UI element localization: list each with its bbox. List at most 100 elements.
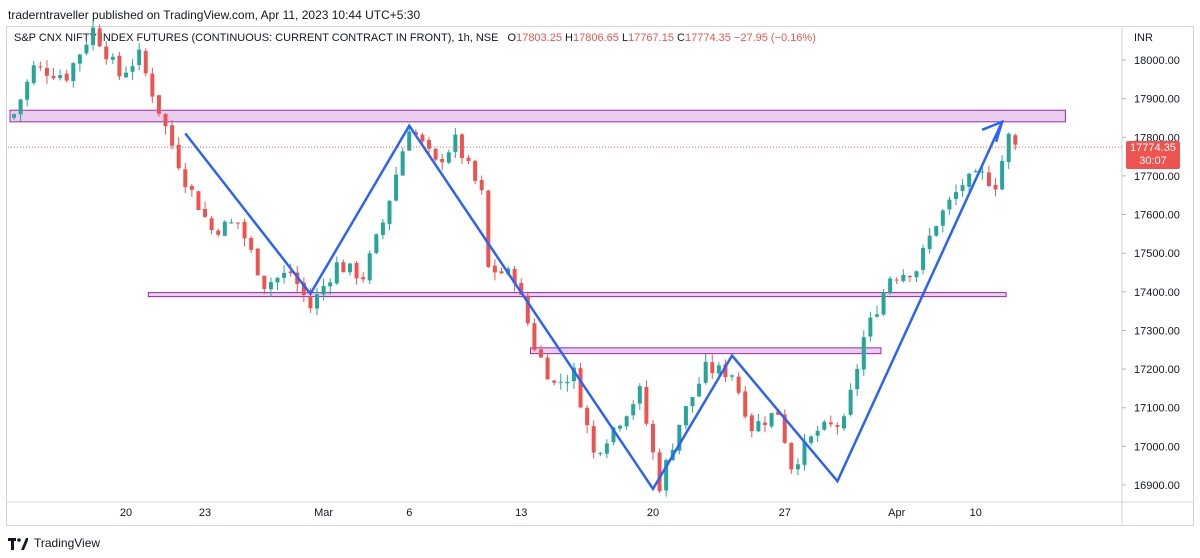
candle-body [683, 406, 688, 426]
candle-body [354, 262, 359, 279]
candle-body [84, 44, 89, 54]
candle-body [578, 368, 583, 408]
header: traderntraveller published on TradingVie… [0, 0, 1200, 28]
candle-body [479, 180, 484, 191]
currency-label: INR [1134, 32, 1153, 44]
candle-body [637, 386, 642, 404]
candle-body [618, 425, 623, 429]
candle-body [117, 55, 122, 77]
y-tick-label: 16900.00 [1134, 480, 1180, 492]
candle-body [874, 314, 879, 317]
candle-body [571, 367, 576, 382]
candle-body [58, 75, 63, 79]
x-tick-label: 27 [779, 507, 791, 519]
x-tick-label: 20 [647, 507, 659, 519]
low-label: L [621, 32, 629, 44]
candle-body [51, 75, 56, 79]
candle-body [420, 134, 425, 142]
y-tick-label: 18000.00 [1134, 55, 1180, 67]
candle-body [110, 56, 115, 60]
candle-body [743, 391, 748, 417]
y-tick-label: 17900.00 [1134, 94, 1180, 106]
candle-body [12, 114, 16, 118]
tradingview-brand[interactable]: TradingView [34, 536, 101, 550]
candle-body [427, 140, 432, 149]
candle-body [914, 271, 919, 278]
candle-body [196, 191, 201, 211]
candle-body [328, 282, 333, 287]
candle-body [130, 66, 135, 72]
candle-body [921, 247, 926, 270]
candle-body [848, 389, 853, 415]
candle-body [842, 416, 847, 429]
candle-body [631, 404, 636, 416]
candle-body [868, 317, 873, 337]
candle-body [64, 73, 69, 81]
candle-body [552, 380, 557, 383]
candle-body [835, 425, 840, 427]
candle-body [301, 282, 306, 295]
candle-body [967, 173, 972, 187]
chart-legend: S&P CNX NIFTY INDEX FUTURES (CONTINUOUS:… [14, 32, 816, 44]
candle-body [585, 407, 590, 426]
candle-body [558, 381, 563, 383]
published-by-text: traderntraveller published on TradingVie… [8, 8, 421, 22]
arrow-head [981, 119, 1005, 143]
candle-body [71, 63, 76, 82]
candle-body [565, 381, 570, 384]
candle-body [341, 262, 346, 273]
candle-body [38, 66, 43, 68]
candle-body [123, 72, 128, 78]
candle-body [268, 282, 273, 290]
candle-body [1000, 160, 1005, 190]
candle-body [407, 131, 412, 151]
candle-body [104, 46, 109, 60]
candle-body [716, 365, 721, 374]
candle-body [677, 424, 682, 451]
candle-body [980, 171, 985, 173]
candle-body [525, 295, 530, 324]
candle-body [282, 272, 287, 278]
change-value: −27.95 (−0.16%) [733, 32, 816, 44]
candle-body [25, 81, 30, 100]
candle-body [986, 172, 991, 187]
candle-body [255, 248, 260, 276]
candle-body [973, 171, 978, 173]
candle-body [703, 361, 708, 383]
y-tick-label: 17500.00 [1134, 248, 1180, 260]
y-tick-label: 17000.00 [1134, 441, 1180, 453]
candle-body [769, 413, 774, 427]
candle-body [170, 125, 175, 146]
candle-body [347, 263, 352, 273]
candle-body [183, 169, 188, 188]
y-tick-label: 17200.00 [1134, 364, 1180, 376]
candle-body [657, 452, 662, 492]
tradingview-logo-icon[interactable] [8, 537, 29, 550]
ohlc-values: O17803.25 H17806.65 L17767.15 C17774.35 … [508, 32, 816, 44]
y-tick-label: 17400.00 [1134, 287, 1180, 299]
candle-body [736, 376, 741, 393]
candle-body [163, 114, 168, 127]
candle-body [644, 387, 649, 424]
candle-body [749, 415, 754, 432]
candle-body [156, 95, 161, 114]
candle-body [466, 157, 471, 162]
candle-body [453, 134, 458, 152]
candle-body [249, 238, 254, 250]
candle-body [486, 190, 491, 267]
y-tick-label: 17100.00 [1134, 403, 1180, 415]
candle-body [97, 28, 102, 47]
candle-body [624, 416, 629, 427]
support-resistance-zone [9, 109, 1066, 123]
candle-body [611, 427, 616, 443]
candle-body [367, 253, 372, 281]
candle-body [604, 443, 609, 454]
candle-body [532, 323, 537, 350]
symbol-title: S&P CNX NIFTY INDEX FUTURES (CONTINUOUS:… [14, 32, 499, 44]
candle-body [374, 234, 379, 254]
candle-body [380, 222, 385, 235]
candle-body [400, 151, 405, 176]
candle-body [209, 218, 214, 231]
candle-body [710, 362, 715, 374]
